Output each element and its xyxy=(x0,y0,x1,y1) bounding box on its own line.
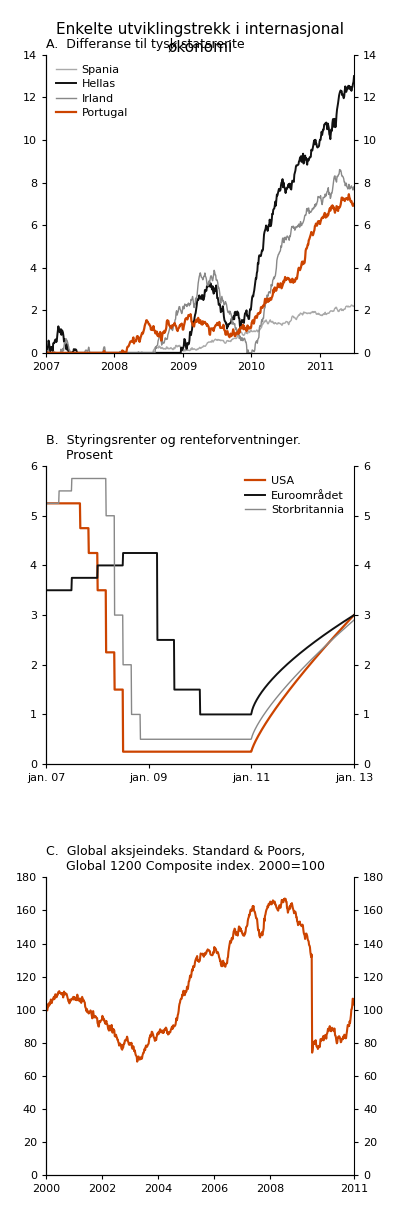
Spania xyxy=(123,346,128,361)
Line: Portugal: Portugal xyxy=(46,194,354,353)
Hellas xyxy=(250,290,254,304)
Portugal xyxy=(346,186,351,201)
Hellas xyxy=(44,343,48,358)
USA xyxy=(223,744,228,759)
USA xyxy=(352,608,356,622)
USA xyxy=(231,744,236,759)
Portugal xyxy=(45,346,50,361)
USA xyxy=(309,655,314,670)
USA xyxy=(44,496,48,510)
Portugal xyxy=(44,345,48,359)
Text: B.  Styringsrenter og renteforventninger.
     Prosent: B. Styringsrenter og renteforventninger.… xyxy=(46,434,301,462)
Storbritannia xyxy=(44,496,48,510)
Euroområdet xyxy=(44,583,48,598)
Spania xyxy=(352,298,356,313)
USA xyxy=(121,744,126,759)
Spania xyxy=(99,346,104,361)
Hellas xyxy=(44,346,49,361)
Hellas xyxy=(352,68,356,83)
Euroområdet xyxy=(352,608,356,622)
Hellas xyxy=(276,184,281,199)
USA xyxy=(240,744,245,759)
Portugal xyxy=(276,279,281,294)
Storbritannia xyxy=(223,732,228,747)
Irland xyxy=(44,343,48,358)
Irland xyxy=(352,179,356,194)
Storbritannia xyxy=(310,652,314,666)
Portugal xyxy=(184,312,188,326)
Storbritannia xyxy=(70,471,74,486)
Irland xyxy=(276,247,281,262)
Portugal xyxy=(99,346,104,361)
Line: USA: USA xyxy=(46,503,354,752)
Irland xyxy=(47,346,52,361)
Irland xyxy=(123,346,128,361)
Spania xyxy=(250,324,254,339)
Irland xyxy=(250,342,254,357)
Euroområdet xyxy=(62,583,67,598)
Spania xyxy=(349,297,354,312)
Text: Enkelte utviklingstrekk i internasjonal
økonomi: Enkelte utviklingstrekk i internasjonal … xyxy=(56,22,344,55)
Storbritannia xyxy=(138,732,143,747)
Line: Spania: Spania xyxy=(46,304,354,353)
Euroområdet xyxy=(223,708,228,722)
Spania xyxy=(184,342,188,357)
Storbritannia xyxy=(231,732,236,747)
Euroområdet xyxy=(121,546,126,560)
Irland xyxy=(226,304,230,319)
USA xyxy=(62,496,67,510)
Portugal xyxy=(226,326,230,341)
Irland xyxy=(337,162,342,177)
Legend: Spania, Hellas, Irland, Portugal: Spania, Hellas, Irland, Portugal xyxy=(52,61,132,123)
Hellas xyxy=(226,319,230,334)
Spania xyxy=(53,346,58,361)
Euroområdet xyxy=(198,708,202,722)
Storbritannia xyxy=(278,686,283,700)
Euroområdet xyxy=(278,664,283,678)
Legend: USA, Euroområdet, Storbritannia: USA, Euroområdet, Storbritannia xyxy=(241,471,348,519)
Line: Irland: Irland xyxy=(46,169,354,353)
Hellas xyxy=(123,346,128,361)
Euroområdet xyxy=(240,708,245,722)
Text: A.  Differanse til tysk statsrente: A. Differanse til tysk statsrente xyxy=(46,38,245,51)
Line: Storbritannia: Storbritannia xyxy=(46,479,354,739)
Hellas xyxy=(99,346,104,361)
Euroområdet xyxy=(231,708,236,722)
Hellas xyxy=(184,339,188,353)
Portugal xyxy=(123,345,128,359)
Euroområdet xyxy=(310,637,314,652)
USA xyxy=(278,695,282,710)
Line: Euroområdet: Euroområdet xyxy=(46,553,354,715)
Storbritannia xyxy=(62,484,67,498)
Storbritannia xyxy=(352,613,356,627)
Irland xyxy=(184,298,188,313)
Irland xyxy=(99,346,104,361)
Portugal xyxy=(250,315,254,330)
Spania xyxy=(226,334,230,348)
Line: Hellas: Hellas xyxy=(46,76,354,353)
Text: C.  Global aksjeindeks. Standard & Poors,
     Global 1200 Composite index. 2000: C. Global aksjeindeks. Standard & Poors,… xyxy=(46,845,325,873)
Portugal xyxy=(352,196,356,211)
Spania xyxy=(276,317,281,331)
Spania xyxy=(44,343,48,358)
Storbritannia xyxy=(240,732,245,747)
